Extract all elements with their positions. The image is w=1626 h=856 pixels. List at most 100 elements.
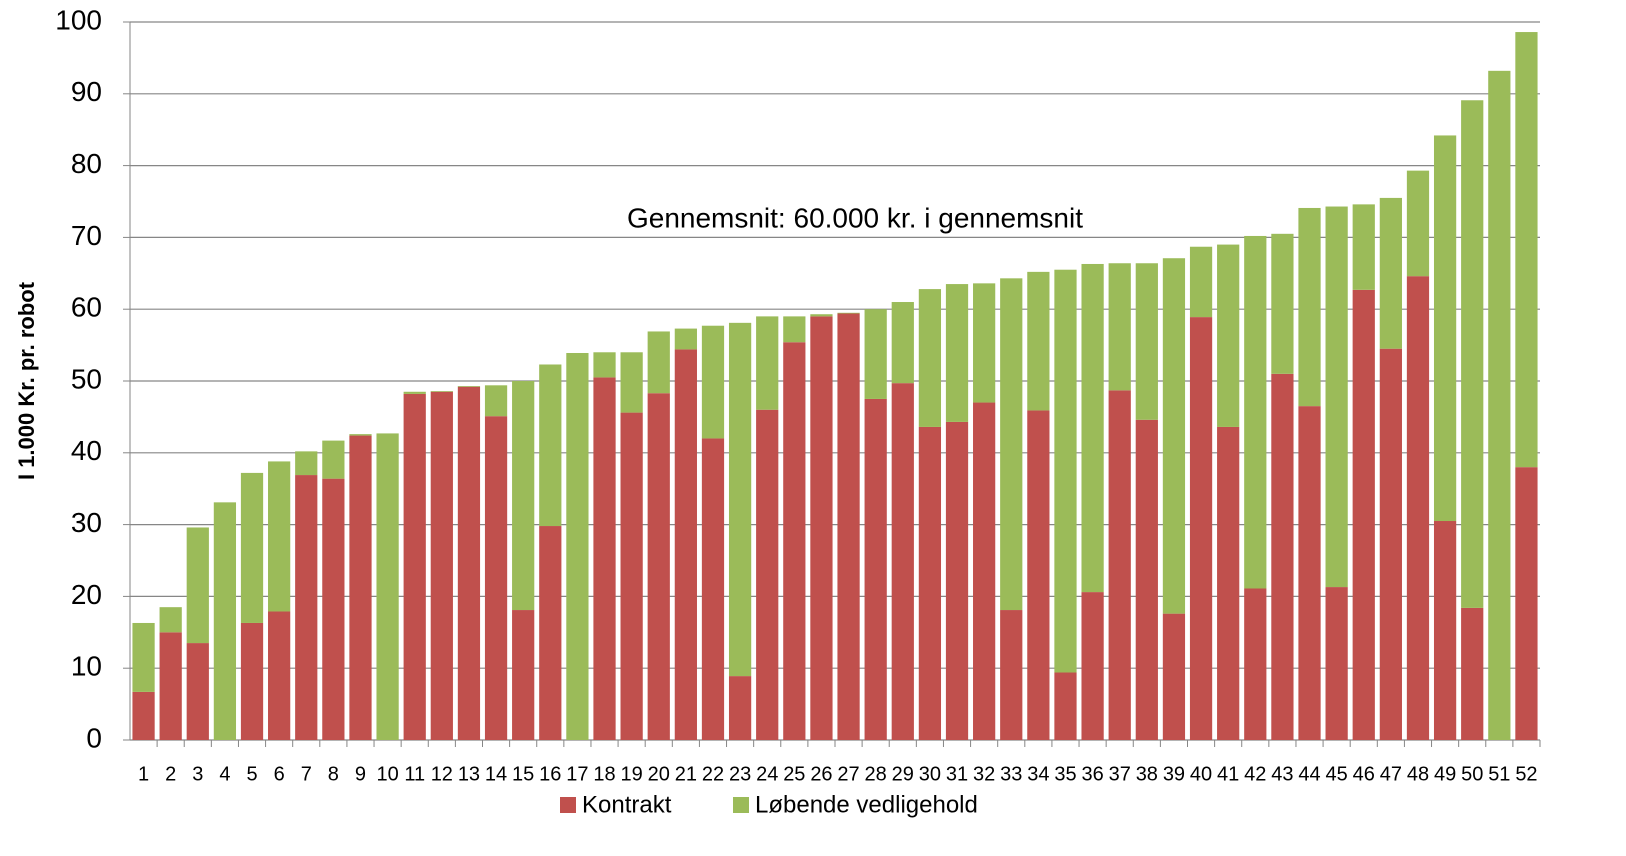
- y-tick-label: 40: [71, 435, 102, 466]
- bar-segment: [1461, 607, 1484, 740]
- bar-segment: [457, 386, 481, 740]
- bar-segment: [973, 402, 996, 740]
- bar-segment: [1379, 197, 1402, 349]
- bar-segment: [1515, 467, 1538, 740]
- x-tick-label: 33: [1000, 763, 1022, 785]
- bar-segment: [512, 381, 535, 611]
- bar-segment: [918, 289, 942, 427]
- bar-segment: [159, 607, 182, 633]
- bar-segment: [620, 352, 643, 413]
- bar-segment: [620, 412, 643, 740]
- annotation: Gennemsnit: 60.000 kr. i gennemsnit: [627, 202, 1083, 233]
- x-tick-label: 29: [892, 763, 914, 785]
- y-tick-label: 20: [71, 579, 102, 610]
- bar-segment: [674, 328, 697, 350]
- x-tick-label: 44: [1298, 763, 1320, 785]
- x-tick-label: 49: [1434, 763, 1456, 785]
- bar-segment: [430, 391, 453, 740]
- bar-segment: [132, 691, 155, 740]
- bar-segment: [728, 676, 752, 740]
- x-tick-label: 4: [219, 763, 230, 785]
- y-tick-label: 90: [71, 76, 102, 107]
- bar-segment: [1108, 263, 1131, 391]
- x-tick-label: 50: [1461, 763, 1483, 785]
- y-axis-label: I 1.000 Kr. pr. robot: [14, 281, 39, 480]
- bar-segment: [837, 313, 860, 740]
- bar-segment: [1379, 348, 1402, 740]
- bar-segment: [240, 472, 264, 623]
- x-tick-label: 34: [1027, 763, 1049, 785]
- bar-segment: [1135, 263, 1158, 420]
- bar-segment: [701, 438, 725, 740]
- bar-segment: [891, 302, 914, 384]
- bar-segment: [1352, 289, 1375, 740]
- bar-segment: [1461, 100, 1484, 608]
- bar-segment: [647, 393, 670, 740]
- x-tick-label: 46: [1353, 763, 1375, 785]
- bar-segment: [810, 314, 833, 317]
- bar-segment: [1352, 204, 1375, 290]
- x-tick-label: 30: [919, 763, 941, 785]
- x-tick-label: 41: [1217, 763, 1239, 785]
- bar-segment: [213, 502, 237, 740]
- bar-segment: [1271, 233, 1294, 374]
- bar-segment: [268, 461, 291, 612]
- bar-segment: [783, 342, 806, 740]
- bar-segment: [1515, 32, 1538, 468]
- bar-segment: [1271, 373, 1294, 740]
- bar-segment: [1406, 276, 1430, 740]
- bar-segment: [1217, 426, 1240, 740]
- bar-segment: [1027, 410, 1050, 740]
- x-tick-label: 40: [1190, 763, 1212, 785]
- bar-segment: [1054, 269, 1077, 673]
- x-tick-label: 10: [376, 763, 398, 785]
- x-tick-label: 31: [946, 763, 968, 785]
- legend-label: Kontrakt: [582, 791, 672, 818]
- y-tick-label: 0: [86, 722, 102, 753]
- bar-segment: [295, 451, 318, 476]
- bar-segment: [186, 527, 209, 644]
- x-tick-label: 12: [431, 763, 453, 785]
- bar-segment: [240, 622, 264, 740]
- bar-segment: [349, 435, 372, 740]
- bar-segment: [512, 610, 535, 740]
- y-tick-label: 100: [55, 4, 102, 35]
- legend-label: Løbende vedligehold: [755, 791, 978, 818]
- x-tick-label: 7: [301, 763, 312, 785]
- bar-segment: [1298, 406, 1321, 740]
- bar-segment: [1081, 263, 1104, 593]
- x-tick-label: 25: [783, 763, 805, 785]
- x-tick-label: 18: [593, 763, 615, 785]
- bar-segment: [539, 526, 562, 740]
- bar-segment: [945, 284, 969, 422]
- bar-segment: [430, 391, 453, 392]
- x-tick-label: 11: [404, 763, 425, 785]
- bar-segment: [647, 331, 670, 394]
- bar-segment: [376, 433, 399, 740]
- bar-segment: [566, 352, 589, 740]
- x-tick-label: 24: [756, 763, 778, 785]
- bar-segment: [810, 316, 833, 740]
- x-tick-label: 3: [192, 763, 203, 785]
- bar-segment: [593, 352, 616, 378]
- x-tick-label: 52: [1515, 763, 1537, 785]
- bar-segment: [674, 349, 697, 740]
- x-tick-label: 38: [1136, 763, 1158, 785]
- bar-segment: [891, 383, 914, 740]
- bar-segment: [918, 426, 942, 740]
- x-tick-label: 48: [1407, 763, 1429, 785]
- bar-segment: [484, 385, 508, 417]
- y-tick-label: 10: [71, 651, 102, 682]
- bar-segment: [1189, 317, 1213, 740]
- bar-segment: [457, 386, 481, 387]
- bar-segment: [539, 364, 562, 527]
- y-tick-label: 70: [71, 220, 102, 251]
- x-tick-label: 35: [1054, 763, 1076, 785]
- bar-segment: [1406, 170, 1430, 277]
- bar-segment: [1325, 587, 1348, 740]
- bar-segment: [973, 283, 996, 403]
- bar-segment: [1108, 390, 1131, 740]
- x-tick-label: 32: [973, 763, 995, 785]
- x-tick-label: 16: [539, 763, 561, 785]
